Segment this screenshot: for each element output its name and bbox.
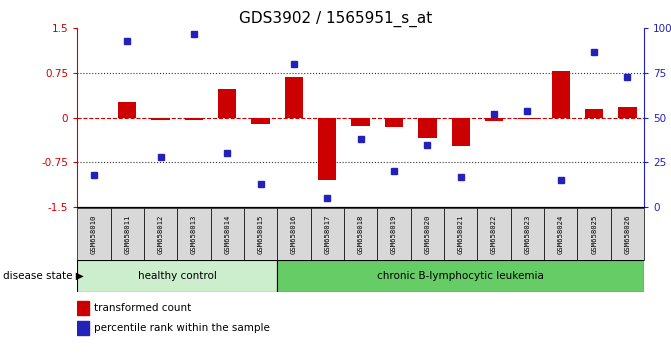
Text: GSM658023: GSM658023 xyxy=(525,214,531,254)
Bar xyxy=(77,301,89,314)
Text: GSM658010: GSM658010 xyxy=(91,214,97,254)
Bar xyxy=(618,107,637,118)
Bar xyxy=(611,208,644,260)
Bar xyxy=(277,208,311,260)
Bar xyxy=(118,102,136,118)
Text: GSM658011: GSM658011 xyxy=(124,214,130,254)
Bar xyxy=(252,118,270,124)
Bar xyxy=(218,89,236,118)
Bar xyxy=(411,208,444,260)
Text: healthy control: healthy control xyxy=(138,271,217,281)
Text: GSM658014: GSM658014 xyxy=(224,214,230,254)
Bar xyxy=(477,208,511,260)
Text: percentile rank within the sample: percentile rank within the sample xyxy=(94,323,270,333)
Text: GSM658019: GSM658019 xyxy=(391,214,397,254)
Text: GSM658015: GSM658015 xyxy=(258,214,264,254)
Text: GSM658013: GSM658013 xyxy=(191,214,197,254)
Text: GSM658012: GSM658012 xyxy=(158,214,164,254)
Text: GSM658026: GSM658026 xyxy=(625,214,631,254)
Bar xyxy=(552,71,570,118)
Bar xyxy=(544,208,578,260)
Text: GSM658017: GSM658017 xyxy=(324,214,330,254)
Bar xyxy=(185,118,203,120)
Text: GSM658020: GSM658020 xyxy=(424,214,430,254)
Bar xyxy=(518,118,537,120)
Bar xyxy=(111,208,144,260)
Bar xyxy=(452,118,470,146)
Bar xyxy=(152,118,170,120)
Text: GSM658018: GSM658018 xyxy=(358,214,364,254)
Text: GDS3902 / 1565951_s_at: GDS3902 / 1565951_s_at xyxy=(239,11,432,27)
Text: GSM658024: GSM658024 xyxy=(558,214,564,254)
Bar xyxy=(77,321,89,335)
Bar xyxy=(585,109,603,118)
Text: chronic B-lymphocytic leukemia: chronic B-lymphocytic leukemia xyxy=(377,271,544,281)
Bar xyxy=(578,208,611,260)
Text: transformed count: transformed count xyxy=(94,303,191,313)
Bar xyxy=(244,208,277,260)
Bar xyxy=(285,77,303,118)
Bar xyxy=(385,118,403,127)
Bar xyxy=(444,208,477,260)
Bar xyxy=(485,118,503,121)
Text: GSM658022: GSM658022 xyxy=(491,214,497,254)
Bar xyxy=(352,118,370,126)
Text: disease state ▶: disease state ▶ xyxy=(3,271,84,281)
Bar xyxy=(77,260,277,292)
Bar xyxy=(311,208,344,260)
Text: GSM658021: GSM658021 xyxy=(458,214,464,254)
Text: GSM658025: GSM658025 xyxy=(591,214,597,254)
Bar xyxy=(318,118,336,180)
Bar xyxy=(377,208,411,260)
Bar xyxy=(144,208,177,260)
Bar xyxy=(177,208,211,260)
Text: GSM658016: GSM658016 xyxy=(291,214,297,254)
Bar xyxy=(511,208,544,260)
Bar xyxy=(344,208,377,260)
Bar xyxy=(77,208,111,260)
Bar xyxy=(418,118,437,138)
Bar xyxy=(211,208,244,260)
Bar xyxy=(277,260,644,292)
